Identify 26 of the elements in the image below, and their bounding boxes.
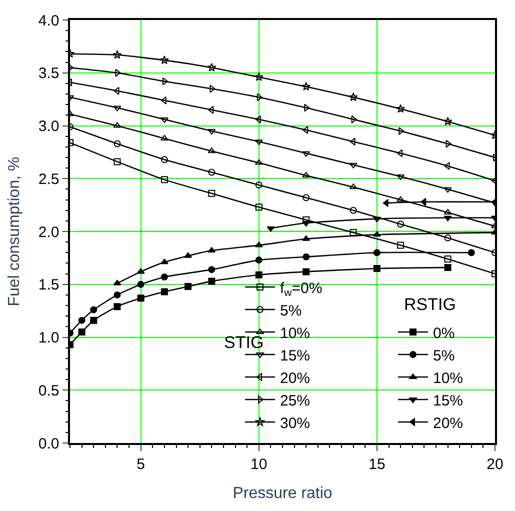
legend-label: 5% (280, 302, 302, 320)
legend-label: 20% (280, 370, 310, 387)
legend-label: 15% (433, 392, 464, 410)
y-tick-label: 0.0 (38, 435, 60, 452)
legend-label: 10% (433, 370, 464, 387)
y-tick-label: 2.0 (38, 224, 60, 241)
legend-label: 25% (280, 392, 310, 410)
x-tick-label: 20 (486, 456, 504, 473)
x-axis-title: Pressure ratio (232, 484, 332, 502)
y-tick-label: 3.5 (38, 65, 60, 82)
y-tick-label: 1.0 (38, 330, 60, 346)
legend-label: 30% (280, 414, 310, 432)
y-tick-label: 1.5 (38, 276, 60, 294)
x-tick-label: 10 (250, 456, 268, 473)
y-tick-label: 3.0 (38, 118, 60, 135)
y-tick-label: 4.0 (38, 12, 60, 30)
legend-label: 15% (280, 347, 310, 364)
legend-label: 5% (433, 347, 455, 364)
y-tick-label: 0.5 (38, 382, 60, 400)
legend-label: f$_{w}$=0% (280, 280, 322, 300)
legend-label: 20% (433, 414, 464, 432)
x-tick-label: 15 (368, 456, 386, 473)
x-tick-label: 5 (136, 456, 145, 473)
y-tick-label: 2.5 (38, 170, 60, 188)
y-axis-title: Fuel consumption, % (6, 156, 23, 306)
annotation: RSTIG (404, 295, 456, 314)
